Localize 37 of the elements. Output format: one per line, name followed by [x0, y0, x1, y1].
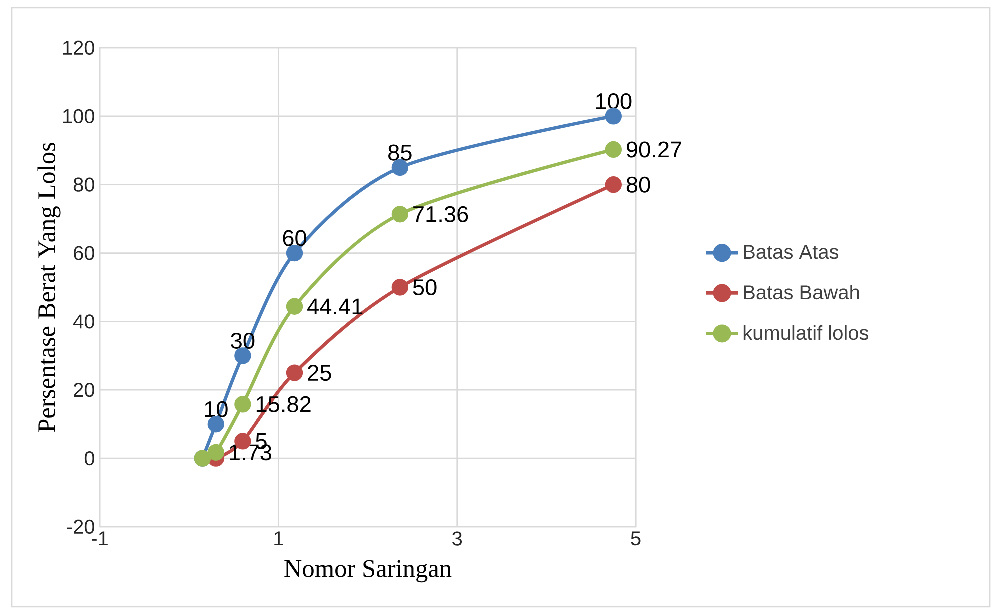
point — [605, 141, 622, 158]
point — [208, 444, 224, 461]
y-tick-label: 120 — [63, 40, 94, 56]
data-label: 100 — [596, 93, 632, 110]
data-label: 90.27 — [627, 142, 682, 158]
point — [392, 206, 408, 223]
point — [208, 416, 224, 433]
legend-label: kumulatif lolos — [744, 325, 869, 340]
y-tick-label: 0 — [84, 451, 94, 466]
x-axis-title: Nomor Saringan — [284, 560, 452, 583]
y-tick-label: 60 — [74, 246, 94, 260]
y-tick-label: 100 — [63, 109, 94, 124]
x-tick-label: 1 — [274, 532, 284, 546]
y-tick-label: -20 — [67, 520, 94, 534]
data-label: 85 — [388, 144, 412, 161]
y-tick-label: 40 — [74, 314, 94, 329]
point — [234, 348, 252, 364]
data-label: 50 — [413, 279, 437, 296]
point — [392, 279, 408, 296]
y-tick-label: 20 — [74, 383, 94, 398]
data-label: 60 — [283, 230, 306, 246]
x-tick-label: 3 — [452, 532, 462, 546]
x-tick-label: -1 — [92, 532, 108, 546]
point — [286, 364, 304, 382]
data-label: 71.36 — [414, 206, 468, 222]
data-label: 25 — [308, 365, 332, 382]
y-axis-title: Persentase Berat Yang Lolos — [38, 142, 61, 432]
point — [605, 176, 622, 194]
y-tick-label: 80 — [74, 178, 94, 192]
data-label: 80 — [626, 176, 650, 193]
legend-label: Batas Atas — [744, 245, 839, 260]
point — [234, 396, 252, 413]
data-label: 44.41 — [308, 298, 363, 314]
point — [605, 108, 622, 125]
legend-label: Batas Bawah — [744, 284, 860, 300]
x-tick-label: 5 — [631, 532, 641, 546]
point — [286, 298, 304, 315]
